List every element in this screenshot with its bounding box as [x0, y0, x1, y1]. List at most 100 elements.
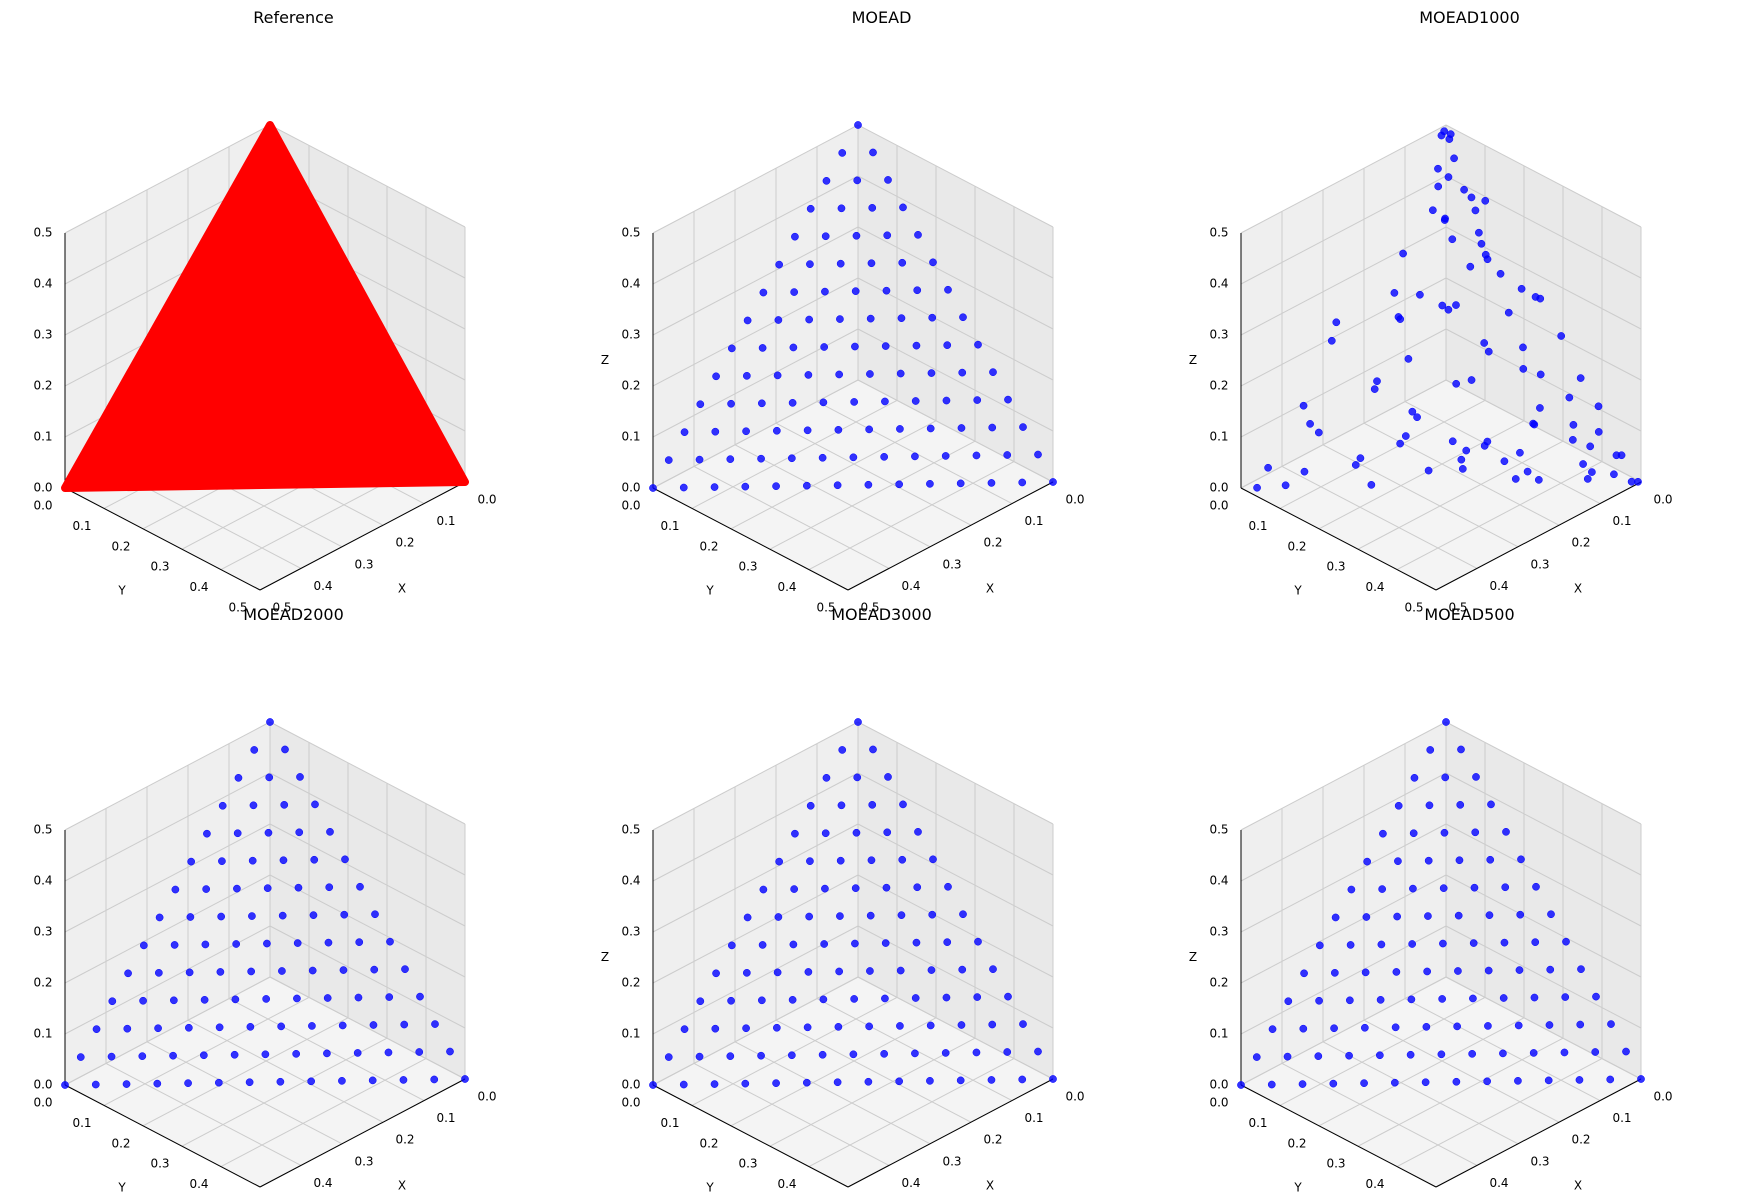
y-tick-label: 0.2	[111, 539, 130, 553]
data-point	[911, 1049, 919, 1058]
data-point	[276, 1077, 285, 1086]
data-point	[1557, 332, 1566, 340]
data-point	[1469, 939, 1478, 947]
data-point	[218, 801, 227, 810]
data-point	[899, 800, 907, 809]
data-point	[1576, 1020, 1585, 1029]
z-tick-label: 0.3	[1209, 328, 1228, 342]
data-point	[973, 396, 982, 404]
data-point	[399, 1076, 408, 1084]
data-point	[1373, 377, 1381, 386]
data-point	[866, 370, 874, 378]
data-point	[1362, 913, 1371, 921]
x-axis-line	[1435, 481, 1642, 591]
z-tick-label: 0.0	[621, 1078, 640, 1092]
data-point	[307, 1077, 316, 1086]
x-tick-label: 0.5	[860, 601, 879, 615]
y-axis-label: Y	[117, 1181, 126, 1194]
data-point	[742, 968, 751, 977]
data-point	[1560, 1048, 1569, 1057]
data-point	[649, 1081, 657, 1089]
data-point	[214, 1078, 223, 1087]
data-point	[1529, 1049, 1538, 1057]
data-point	[1283, 1052, 1292, 1061]
x-tick-label: 0.0	[1653, 1090, 1672, 1104]
plot-3d: 0.00.10.20.30.40.50.00.10.20.30.40.50.00…	[33, 718, 497, 1194]
data-point	[712, 372, 720, 381]
data-point	[1423, 967, 1432, 976]
data-point	[881, 342, 890, 350]
data-point	[1003, 1048, 1012, 1056]
data-point	[1300, 969, 1308, 978]
x-tick-label: 0.1	[436, 514, 455, 528]
data-point	[789, 343, 798, 352]
data-point	[1519, 365, 1528, 373]
data-point	[1377, 940, 1386, 949]
data-point	[680, 428, 689, 437]
x-axis-label: X	[986, 581, 994, 595]
data-point	[834, 1022, 843, 1031]
data-point	[790, 885, 799, 893]
data-point	[1375, 1051, 1384, 1060]
data-point	[757, 399, 766, 408]
data-point	[1517, 855, 1525, 864]
data-point	[1440, 216, 1449, 224]
pane-xz	[1446, 722, 1641, 1079]
plot-3d: 0.00.10.20.30.40.50.00.10.20.30.40.50.00…	[33, 121, 497, 615]
data-point	[802, 1078, 811, 1087]
data-point	[231, 995, 240, 1004]
data-point	[1462, 446, 1471, 455]
data-point	[897, 911, 906, 920]
data-point	[170, 941, 179, 949]
data-point	[215, 1023, 224, 1032]
data-point	[1634, 477, 1642, 486]
data-point	[1253, 483, 1261, 492]
data-point	[973, 993, 982, 1001]
data-point	[956, 479, 965, 488]
data-point	[1018, 1075, 1027, 1084]
z-tick-label: 0.0	[621, 481, 640, 495]
x-tick-label: 0.3	[354, 557, 373, 571]
data-point	[138, 1052, 147, 1061]
data-point	[107, 1052, 116, 1061]
data-point	[958, 965, 967, 974]
x-tick-label: 0.4	[313, 1176, 332, 1190]
data-point	[1545, 1021, 1554, 1029]
data-point	[974, 937, 982, 946]
data-point	[987, 1076, 996, 1084]
data-point	[1576, 374, 1585, 382]
z-tick-label: 0.1	[1209, 430, 1228, 444]
data-point	[941, 452, 950, 460]
data-point	[1480, 339, 1489, 347]
data-point	[1406, 1050, 1415, 1059]
data-point	[1401, 432, 1410, 440]
data-point	[867, 856, 876, 865]
subplot-moead3000: MOEAD3000 0.0 0.1 0.2 0.3 0.4 0.5 0.0 0.1 0.2 0.3…	[588, 597, 1175, 1194]
data-point	[326, 827, 334, 836]
z-axis-label: Z	[601, 950, 609, 964]
y-tick-label: 0.4	[777, 580, 796, 594]
data-point	[280, 800, 289, 809]
data-point	[926, 1076, 934, 1085]
data-point	[775, 857, 784, 866]
data-point	[1331, 913, 1340, 922]
y-tick-label: 0.5	[228, 601, 247, 615]
data-point	[972, 451, 981, 460]
data-point	[895, 1077, 904, 1086]
data-point	[821, 287, 829, 296]
data-point	[866, 967, 874, 975]
data-point	[943, 938, 952, 947]
x-tick-label: 0.1	[1612, 514, 1631, 528]
data-point	[849, 1050, 858, 1059]
data-point	[385, 993, 394, 1001]
z-tick-label: 0.4	[1209, 277, 1228, 291]
data-point	[1315, 941, 1324, 950]
data-point	[959, 910, 967, 919]
data-point	[911, 994, 920, 1002]
z-tick-label: 0.4	[33, 874, 52, 888]
subplot-title: MOEAD2000	[243, 605, 344, 624]
data-point	[743, 913, 752, 922]
data-point	[866, 314, 875, 323]
data-point	[788, 995, 797, 1004]
data-point	[245, 1078, 254, 1087]
